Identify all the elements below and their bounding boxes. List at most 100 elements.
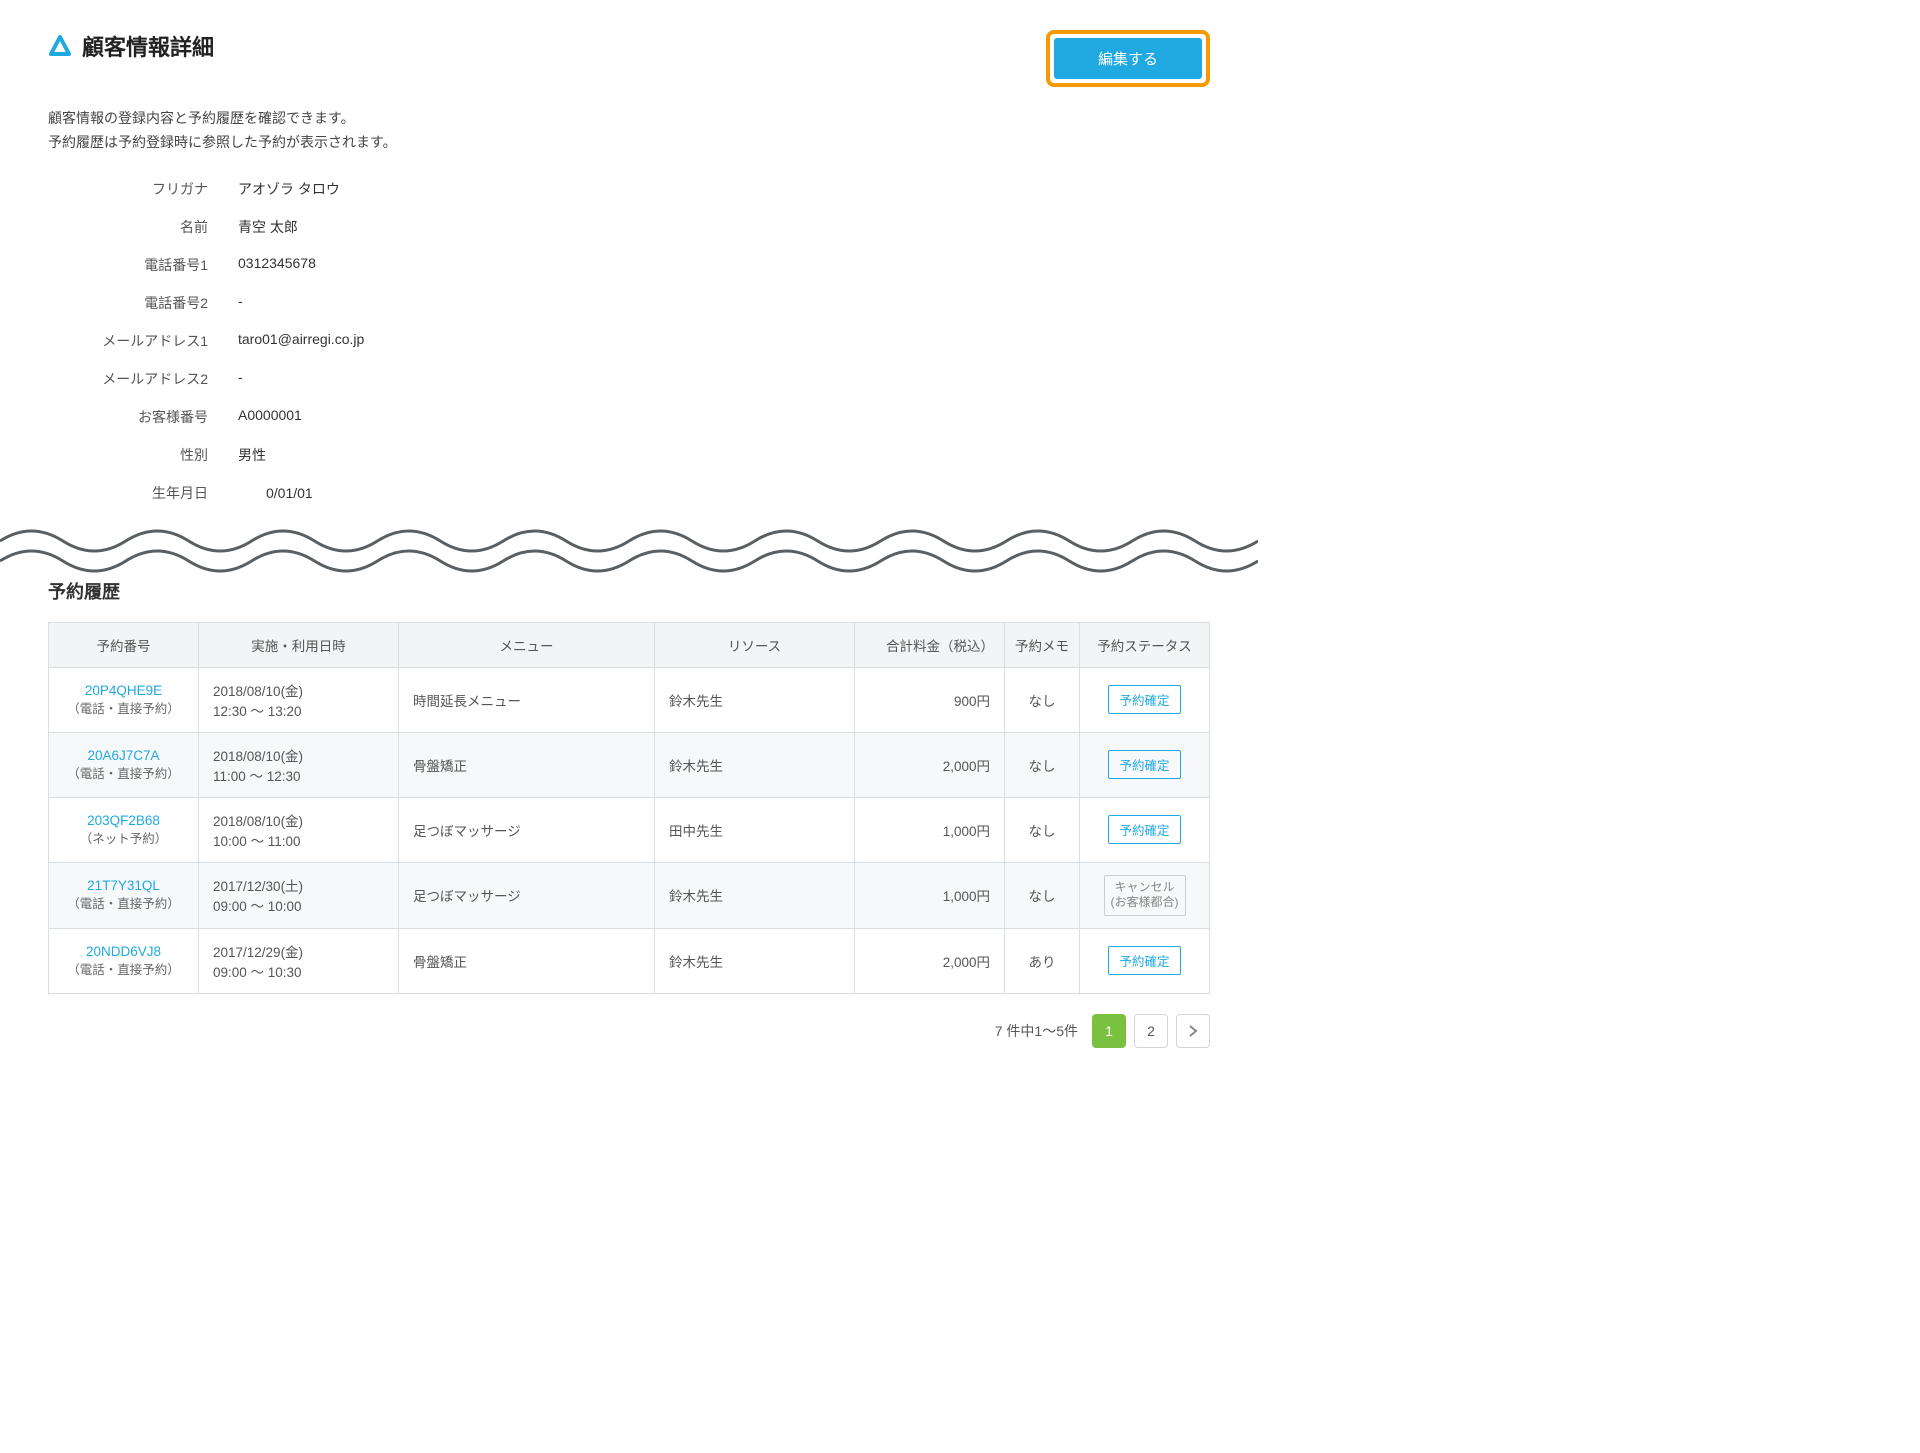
detail-value: - [238,369,243,389]
status-badge-confirmed: 予約確定 [1108,685,1180,714]
reservation-link[interactable]: 21T7Y31QL [87,878,160,893]
detail-label: 電話番号2 [48,293,238,313]
detail-label: メールアドレス2 [48,369,238,389]
reservation-link[interactable]: 20A6J7C7A [87,748,159,763]
reservation-link[interactable]: 203QF2B68 [87,813,160,828]
page-2-button[interactable]: 2 [1134,1014,1168,1048]
reservation-type: （電話・直接予約） [63,959,184,978]
reservation-type: （ネット予約） [63,828,184,847]
detail-row: 電話番号2- [48,293,1210,313]
description-line-2: 予約履歴は予約登録時に参照した予約が表示されます。 [48,131,1210,155]
header: 顧客情報詳細 編集する [48,30,1210,87]
resource-cell: 鈴木先生 [655,667,855,732]
reservation-id-cell: 20NDD6VJ8（電話・直接予約） [49,928,199,993]
edit-button[interactable]: 編集する [1054,38,1202,79]
reservation-id-cell: 20A6J7C7A（電話・直接予約） [49,732,199,797]
detail-label: お客様番号 [48,407,238,427]
price-cell: 2,000円 [855,732,1005,797]
detail-row: メールアドレス1taro01@airregi.co.jp [48,331,1210,351]
table-header-cell: 実施・利用日時 [199,622,399,667]
memo-cell: なし [1005,862,1080,928]
reservation-date: 2018/08/10(金) [213,745,384,765]
menu-cell: 時間延長メニュー [399,667,655,732]
memo-cell: なし [1005,667,1080,732]
description-line-1: 顧客情報の登録内容と予約履歴を確認できます。 [48,107,1210,131]
reservation-link[interactable]: 20P4QHE9E [85,683,162,698]
reservation-id-cell: 203QF2B68（ネット予約） [49,797,199,862]
chevron-right-icon [1188,1025,1198,1037]
page-info: 7 件中1〜5件 [995,1021,1078,1041]
detail-label: 名前 [48,217,238,237]
edit-button-highlight: 編集する [1046,30,1210,87]
menu-cell: 足つぼマッサージ [399,862,655,928]
table-row: 20A6J7C7A（電話・直接予約） 2018/08/10(金)11:00 ～ 1… [49,732,1210,797]
page-1-button[interactable]: 1 [1092,1014,1126,1048]
status-cell: 予約確定 [1080,928,1210,993]
status-cell: 予約確定 [1080,732,1210,797]
detail-label: 電話番号1 [48,255,238,275]
reservation-date: 2017/12/29(金) [213,941,384,961]
reservation-time: 10:00 ～ 11:00 [213,830,384,850]
table-header-row: 予約番号実施・利用日時メニューリソース合計料金（税込）予約メモ予約ステータス [49,622,1210,667]
table-row: 203QF2B68（ネット予約）2018/08/10(金)10:00 ～ 11:… [49,797,1210,862]
resource-cell: 鈴木先生 [655,862,855,928]
pagination: 7 件中1〜5件 1 2 [48,1014,1210,1048]
detail-value: 青空 太郎 [238,217,298,237]
detail-value: アオゾラ タロウ [238,179,340,199]
menu-cell: 骨盤矯正 [399,928,655,993]
table-row: 20P4QHE9E（電話・直接予約）2018/08/10(金)12:30 ～ 1… [49,667,1210,732]
status-badge-confirmed: 予約確定 [1108,815,1180,844]
detail-row: 生年月日 0/01/01 [48,483,1210,503]
page-title: 顧客情報詳細 [82,30,214,62]
reservation-time: 11:00 ～ 12:30 [213,765,384,785]
reservation-id-cell: 21T7Y31QL（電話・直接予約） [49,862,199,928]
menu-cell: 骨盤矯正 [399,732,655,797]
status-badge-confirmed: 予約確定 [1108,946,1180,975]
reservation-time: 09:00 ～ 10:30 [213,961,384,981]
reservation-time: 09:00 ～ 10:00 [213,895,384,915]
memo-cell: なし [1005,797,1080,862]
price-cell: 1,000円 [855,862,1005,928]
table-body: 20P4QHE9E（電話・直接予約）2018/08/10(金)12:30 ～ 1… [49,667,1210,993]
resource-cell: 鈴木先生 [655,732,855,797]
price-cell: 1,000円 [855,797,1005,862]
table-header-cell: メニュー [399,622,655,667]
triangle-icon [48,34,72,58]
detail-row: 電話番号10312345678 [48,255,1210,275]
table-header-cell: 予約番号 [49,622,199,667]
customer-details: フリガナアオゾラ タロウ名前青空 太郎電話番号10312345678電話番号2-… [48,179,1210,503]
table-header-cell: 予約ステータス [1080,622,1210,667]
detail-value: taro01@airregi.co.jp [238,331,364,351]
table-row: 21T7Y31QL（電話・直接予約） 2017/12/30(土)09:00 ～ 1… [49,862,1210,928]
status-cell: キャンセル(お客様都合) [1080,862,1210,928]
reservation-date: 2017/12/30(土) [213,875,384,895]
detail-row: フリガナアオゾラ タロウ [48,179,1210,199]
reservation-id-cell: 20P4QHE9E（電話・直接予約） [49,667,199,732]
status-badge-cancelled: キャンセル(お客様都合) [1104,875,1186,916]
date-cell: 2018/08/10(金)10:00 ～ 11:00 [199,797,399,862]
description: 顧客情報の登録内容と予約履歴を確認できます。 予約履歴は予約登録時に参照した予約… [48,107,1210,155]
detail-label: 性別 [48,445,238,465]
reservation-date: 2018/08/10(金) [213,680,384,700]
table-header-cell: 合計料金（税込） [855,622,1005,667]
resource-cell: 田中先生 [655,797,855,862]
title-block: 顧客情報詳細 [48,30,214,62]
reservation-type: （電話・直接予約） [63,893,184,912]
table-row: 20NDD6VJ8（電話・直接予約） 2017/12/29(金)09:00 ～ 1… [49,928,1210,993]
detail-label: フリガナ [48,179,238,199]
date-cell: 2018/08/10(金)12:30 ～ 13:20 [199,667,399,732]
reservation-history-table: 予約番号実施・利用日時メニューリソース合計料金（税込）予約メモ予約ステータス 2… [48,622,1210,994]
detail-value: A0000001 [238,407,302,427]
price-cell: 2,000円 [855,928,1005,993]
reservation-type: （電話・直接予約） [63,763,184,782]
price-cell: 900円 [855,667,1005,732]
detail-value: 男性 [238,445,266,465]
reservation-link[interactable]: 20NDD6VJ8 [86,944,161,959]
resource-cell: 鈴木先生 [655,928,855,993]
wave-divider [0,521,1258,584]
reservation-date: 2018/08/10(金) [213,810,384,830]
page-next-button[interactable] [1176,1014,1210,1048]
status-cell: 予約確定 [1080,797,1210,862]
detail-label: メールアドレス1 [48,331,238,351]
detail-row: 性別男性 [48,445,1210,465]
